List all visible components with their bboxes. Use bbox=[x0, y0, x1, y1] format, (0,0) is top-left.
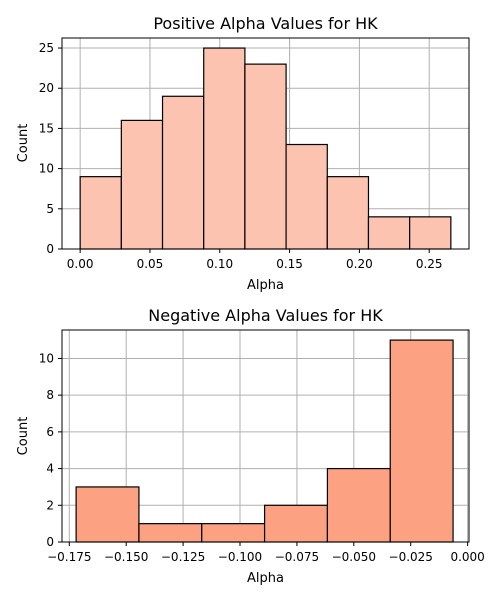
histogram-bar bbox=[75, 486, 140, 543]
histogram-bar bbox=[244, 63, 287, 250]
histogram-bar bbox=[138, 523, 203, 543]
y-tick-label: 15 bbox=[39, 121, 54, 135]
y-tick-label: 10 bbox=[39, 162, 54, 176]
y-axis-label: Count bbox=[16, 124, 31, 163]
y-tick-label: 20 bbox=[39, 81, 54, 95]
y-tick-label: 10 bbox=[39, 351, 54, 365]
x-tick-label: 0.00 bbox=[67, 257, 94, 271]
ticks: 0.00 0.05 0.10 0.15 0.20 0.25 0 5 10 15 20 25 bbox=[39, 41, 443, 271]
x-tick-label: 0.20 bbox=[346, 257, 373, 271]
positive-alpha-chart: Positive Alpha Values for HK Alpha Count… bbox=[16, 14, 470, 293]
histogram-bar bbox=[203, 47, 246, 250]
histogram-bar bbox=[201, 523, 266, 543]
histogram-bar bbox=[389, 339, 454, 543]
bars bbox=[79, 47, 452, 250]
histogram-bar bbox=[409, 216, 452, 250]
x-tick-label: −0.100 bbox=[218, 550, 262, 564]
y-tick-label: 4 bbox=[46, 462, 54, 476]
x-tick-label: 0.15 bbox=[276, 257, 303, 271]
histogram-bar bbox=[120, 119, 164, 250]
plot-frame bbox=[61, 329, 470, 543]
histogram-bar bbox=[263, 504, 329, 543]
y-tick-label: 6 bbox=[46, 425, 54, 439]
histogram-bar bbox=[326, 176, 370, 250]
y-tick-label: 5 bbox=[46, 202, 54, 216]
y-axis-label: Count bbox=[16, 417, 31, 456]
x-tick-label: 0.000 bbox=[450, 550, 484, 564]
x-tick-label: −0.125 bbox=[161, 550, 205, 564]
y-tick-label: 2 bbox=[46, 498, 54, 512]
x-tick-label: 0.25 bbox=[416, 257, 443, 271]
chart-title: Negative Alpha Values for HK bbox=[148, 306, 383, 325]
x-tick-label: 0.05 bbox=[137, 257, 164, 271]
x-axis-label: Alpha bbox=[247, 278, 284, 293]
histogram-bar bbox=[326, 467, 391, 543]
x-tick-label: 0.10 bbox=[206, 257, 233, 271]
x-tick-label: −0.075 bbox=[275, 550, 319, 564]
negative-alpha-chart: Negative Alpha Values for HK Alpha Count… bbox=[16, 306, 485, 586]
y-tick-label: 0 bbox=[46, 535, 54, 549]
chart-title: Positive Alpha Values for HK bbox=[153, 14, 378, 33]
x-axis-label: Alpha bbox=[247, 571, 284, 586]
x-tick-label: −0.150 bbox=[104, 550, 148, 564]
y-tick-label: 0 bbox=[46, 242, 54, 256]
y-tick-label: 8 bbox=[46, 388, 54, 402]
plot-frame bbox=[61, 37, 470, 250]
histogram-bar bbox=[367, 216, 411, 250]
ticks: −0.175 −0.150 −0.125 −0.100 −0.075 −0.050 −0.0… bbox=[39, 351, 485, 564]
histogram-bar bbox=[79, 176, 122, 250]
x-tick-label: −0.050 bbox=[332, 550, 376, 564]
histogram-bar bbox=[285, 143, 328, 250]
y-tick-label: 25 bbox=[39, 41, 54, 55]
x-tick-label: −0.025 bbox=[389, 550, 433, 564]
histogram-bar bbox=[161, 95, 205, 250]
x-tick-label: −0.175 bbox=[47, 550, 91, 564]
